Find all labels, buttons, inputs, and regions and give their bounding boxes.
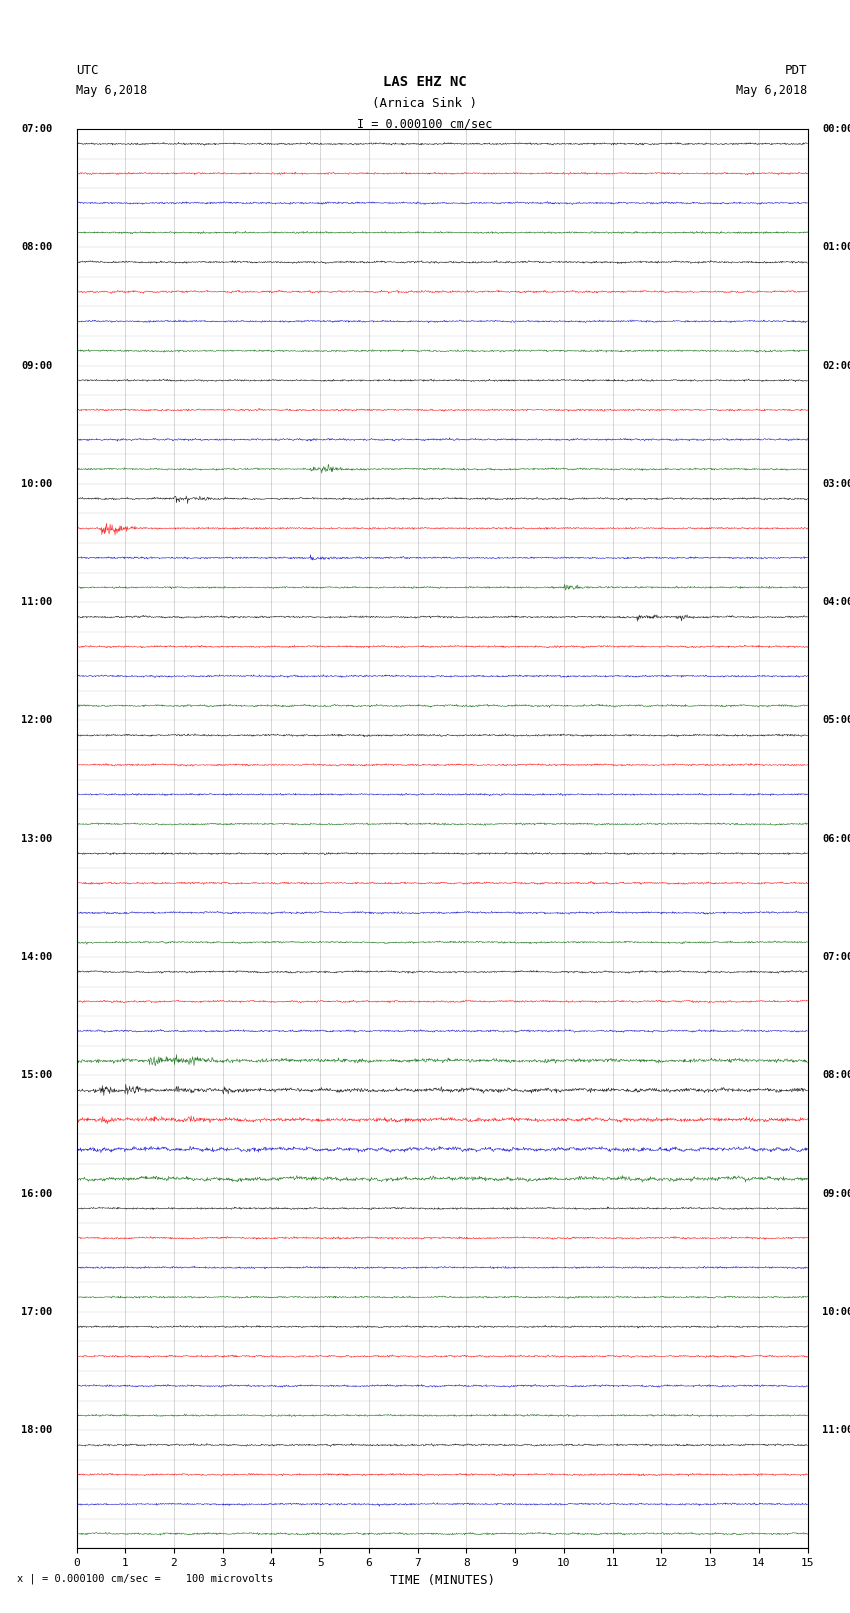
Text: UTC: UTC bbox=[76, 65, 99, 77]
Text: 09:00: 09:00 bbox=[21, 361, 52, 371]
Text: 12:00: 12:00 bbox=[21, 716, 52, 726]
Text: 04:00: 04:00 bbox=[822, 597, 850, 606]
Text: 06:00: 06:00 bbox=[822, 834, 850, 844]
Text: PDT: PDT bbox=[785, 65, 808, 77]
Text: May 6,2018: May 6,2018 bbox=[76, 84, 148, 97]
Text: LAS EHZ NC: LAS EHZ NC bbox=[383, 74, 467, 89]
Text: 01:00: 01:00 bbox=[822, 242, 850, 252]
Text: x | = 0.000100 cm/sec =    100 microvolts: x | = 0.000100 cm/sec = 100 microvolts bbox=[17, 1573, 273, 1584]
X-axis label: TIME (MINUTES): TIME (MINUTES) bbox=[389, 1574, 495, 1587]
Text: 03:00: 03:00 bbox=[822, 479, 850, 489]
Text: 05:00: 05:00 bbox=[822, 716, 850, 726]
Text: 10:00: 10:00 bbox=[21, 479, 52, 489]
Text: 17:00: 17:00 bbox=[21, 1307, 52, 1316]
Text: I = 0.000100 cm/sec: I = 0.000100 cm/sec bbox=[357, 118, 493, 131]
Text: 18:00: 18:00 bbox=[21, 1426, 52, 1436]
Text: 08:00: 08:00 bbox=[21, 242, 52, 252]
Text: 14:00: 14:00 bbox=[21, 952, 52, 961]
Text: 02:00: 02:00 bbox=[822, 361, 850, 371]
Text: 08:00: 08:00 bbox=[822, 1071, 850, 1081]
Text: May 6,2018: May 6,2018 bbox=[736, 84, 808, 97]
Text: (Arnica Sink ): (Arnica Sink ) bbox=[372, 97, 478, 110]
Text: 07:00: 07:00 bbox=[822, 952, 850, 961]
Text: 16:00: 16:00 bbox=[21, 1189, 52, 1198]
Text: 13:00: 13:00 bbox=[21, 834, 52, 844]
Text: 11:00: 11:00 bbox=[822, 1426, 850, 1436]
Text: 11:00: 11:00 bbox=[21, 597, 52, 606]
Text: 15:00: 15:00 bbox=[21, 1071, 52, 1081]
Text: 09:00: 09:00 bbox=[822, 1189, 850, 1198]
Text: 10:00: 10:00 bbox=[822, 1307, 850, 1316]
Text: 07:00: 07:00 bbox=[21, 124, 52, 134]
Text: 00:00: 00:00 bbox=[822, 124, 850, 134]
